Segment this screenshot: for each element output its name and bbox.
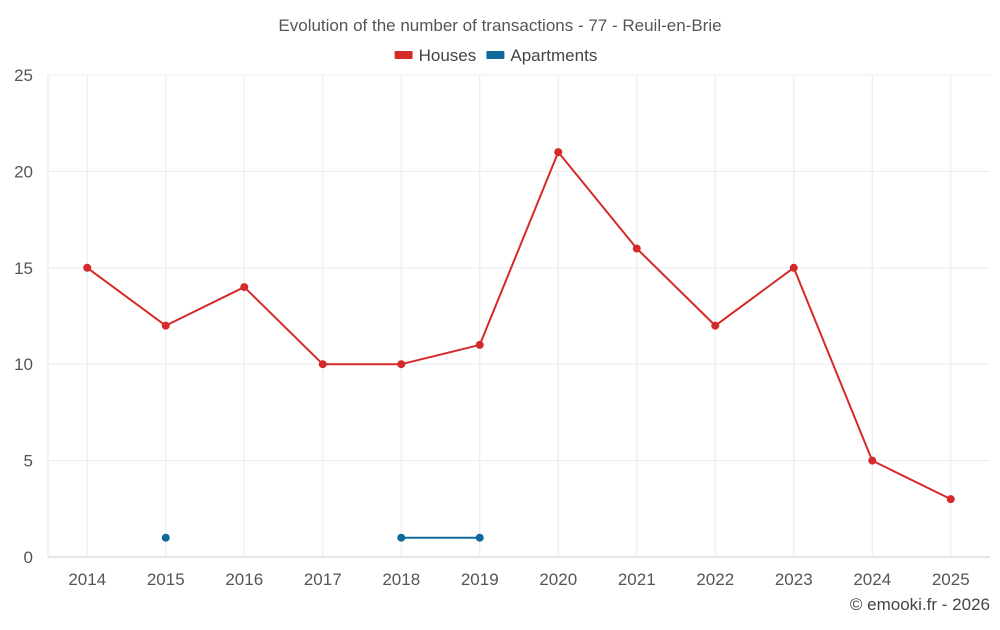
x-tick-label: 2021 [618,570,656,589]
data-point[interactable] [711,321,720,330]
data-point[interactable] [554,148,563,157]
x-tick-label: 2019 [461,570,499,589]
y-tick-label: 5 [24,452,33,471]
series-line-segment [871,459,952,501]
series-line-segment [714,266,795,327]
y-tick-label: 25 [14,66,33,85]
series-line-segment [557,151,638,250]
x-tick-label: 2025 [932,570,970,589]
legend-item-houses[interactable]: Houses [394,46,477,65]
credit-text: © emooki.fr - 2026 [850,595,990,614]
data-point[interactable] [868,456,877,465]
data-point[interactable] [161,533,170,542]
data-point[interactable] [318,360,327,369]
series-line-segment [478,151,560,346]
chart-title: Evolution of the number of transactions … [278,16,721,35]
x-axis: 2014 2015 2016 2017 2018 2019 2020 2021 2022 2023… [68,570,969,589]
series-line-segment [165,286,245,327]
legend[interactable]: Houses Apartments [394,46,598,65]
legend-label: Houses [419,46,477,65]
y-tick-label: 20 [14,162,33,181]
series-apartments [161,533,484,542]
y-tick-label: 10 [14,355,33,374]
data-point[interactable] [397,360,406,369]
x-tick-label: 2024 [853,570,891,589]
y-axis: 0 5 10 15 20 25 [14,66,49,567]
series-line-segment [243,286,324,365]
data-point[interactable] [632,244,641,253]
data-point[interactable] [240,283,249,292]
legend-label: Apartments [510,46,597,65]
x-tick-label: 2016 [225,570,263,589]
data-point[interactable] [83,263,92,272]
data-point[interactable] [946,495,955,504]
data-point[interactable] [397,533,406,542]
series-houses [83,148,955,504]
y-tick-label: 15 [14,259,33,278]
series-line-segment [792,267,874,461]
series-line-segment [636,247,716,327]
x-tick-label: 2015 [147,570,185,589]
legend-swatch [394,51,413,59]
y-tick-label: 0 [24,548,33,567]
legend-swatch [486,51,505,59]
x-tick-label: 2023 [775,570,813,589]
series-line-segment [401,343,480,366]
x-tick-label: 2017 [304,570,342,589]
series-line-segment [86,266,167,327]
data-point[interactable] [475,340,484,349]
x-tick-label: 2018 [382,570,420,589]
x-tick-label: 2022 [696,570,734,589]
data-point[interactable] [161,321,170,330]
data-point[interactable] [789,263,798,272]
grid [48,74,990,558]
series-layer [83,148,955,542]
x-tick-label: 2020 [539,570,577,589]
x-tick-label: 2014 [68,570,106,589]
data-point[interactable] [475,533,484,542]
legend-item-apartments[interactable]: Apartments [486,46,597,65]
